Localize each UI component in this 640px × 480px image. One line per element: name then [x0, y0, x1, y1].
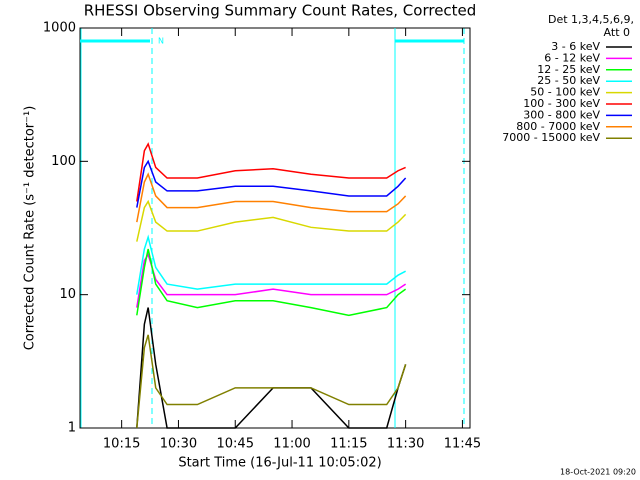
- x-tick-label: 10:45: [217, 437, 254, 452]
- y-tick-label: 1: [68, 421, 76, 436]
- x-axis-label: Start Time (16-Jul-11 10:05:02): [178, 456, 381, 471]
- legend-label: 6 - 12 keV: [544, 51, 600, 64]
- legend-label: 3 - 6 keV: [551, 40, 600, 53]
- legend-label: 7000 - 15000 keV: [502, 131, 600, 144]
- legend-title: Det 1,3,4,5,6,9,: [548, 13, 634, 26]
- x-tick-label: 11:30: [387, 437, 424, 452]
- legend-label: 50 - 100 keV: [530, 86, 600, 99]
- y-tick-label: 100: [51, 154, 76, 169]
- x-tick-label: 11:00: [273, 437, 310, 452]
- y-axis-label: Corrected Count Rate (s⁻¹ detector⁻¹): [23, 106, 38, 351]
- legend-label: 25 - 50 keV: [537, 74, 600, 87]
- y-tick-label: 10: [59, 287, 76, 302]
- series-line: [136, 159, 407, 208]
- x-tick-label: 10:30: [160, 437, 197, 452]
- series-line: [136, 172, 407, 223]
- x-tick-label: 11:15: [330, 437, 367, 452]
- legend-label: 12 - 25 keV: [537, 63, 600, 76]
- y-tick-label: 1000: [43, 21, 76, 36]
- x-tick-label: 10:15: [103, 437, 140, 452]
- timestamp: 18-Oct-2021 09:20: [560, 468, 636, 477]
- legend-label: 300 - 800 keV: [523, 108, 600, 121]
- series-line: [136, 334, 407, 429]
- annotation: N: [158, 37, 164, 46]
- chart-title: RHESSI Observing Summary Count Rates, Co…: [84, 2, 477, 20]
- series-line: [136, 307, 407, 429]
- series-line: [136, 234, 406, 295]
- series-line: [136, 248, 407, 317]
- legend-label: 800 - 7000 keV: [516, 120, 600, 133]
- x-tick-label: 11:45: [444, 437, 481, 452]
- series-line: [136, 199, 407, 242]
- series-line: [136, 142, 406, 202]
- legend-title: Att 0: [604, 26, 630, 39]
- plot-frame: [79, 27, 471, 429]
- series-line: [136, 252, 407, 308]
- legend-label: 100 - 300 keV: [523, 97, 600, 110]
